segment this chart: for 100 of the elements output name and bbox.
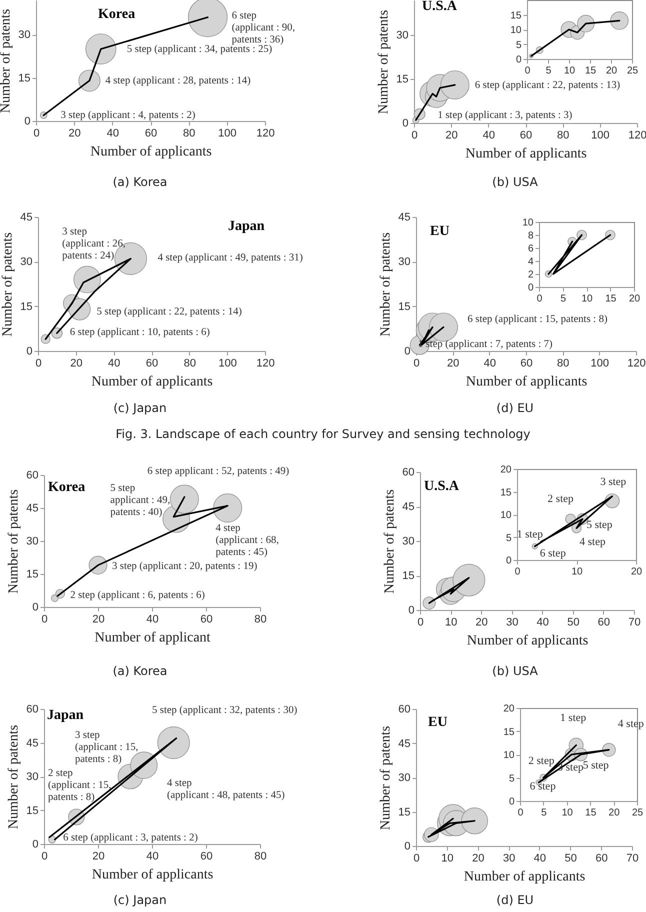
x-tick-label: 40: [106, 128, 119, 140]
y-tick-label: 45: [398, 212, 410, 224]
y-tick-label: 0: [32, 838, 38, 850]
y-tick-label: 5: [508, 773, 515, 784]
annotation: 2 step (applicant : 6, patents : 6): [70, 590, 206, 601]
y-tick-label: 45: [20, 212, 32, 224]
x-tick-label: 60: [200, 614, 213, 626]
x-tick-label: 80: [254, 614, 267, 626]
annotation: 5 step applicant : 49, patents : 40): [110, 483, 170, 518]
y-axis-title: Number of patents: [376, 10, 392, 114]
x-tick-label: 40: [482, 130, 495, 142]
x-axis-title: Number of applicants: [466, 634, 588, 648]
annotation: 6 step (applicant : 22, patents : 13): [474, 80, 621, 91]
y-tick-label: 30: [18, 29, 30, 42]
x-tick-label: 20: [92, 614, 105, 626]
x-axis-title: Number of applicants: [92, 868, 214, 882]
annotation: 3 step (applicant : 4, patents : 2): [60, 110, 196, 122]
annotation: 6 step: [530, 780, 556, 792]
x-tick-label: 5: [546, 66, 552, 76]
y-tick-label: 0: [506, 556, 512, 566]
y-tick-label: 0: [24, 116, 30, 128]
y-tick-label: 5: [506, 532, 512, 544]
chart-title: EU: [428, 715, 448, 730]
chart-title: EU: [430, 224, 450, 239]
y-tick-label: 30: [396, 30, 408, 42]
caption: Fig. 3. Landscape of each country for Survey and sensing technology: [116, 427, 530, 441]
x-tick-label: 100: [591, 130, 610, 142]
x-tick-label: 70: [626, 852, 639, 864]
x-tick-label: 25: [626, 66, 638, 76]
y-tick-label: 0: [404, 840, 410, 852]
text: (c) Japan: [113, 401, 167, 415]
annotation: 6 step (applicant : 90, patents : 36): [232, 10, 296, 46]
y-tick-label: 0: [404, 346, 410, 358]
y-tick-label: 10: [510, 25, 522, 36]
x-tick-label: 120: [256, 128, 275, 140]
y-tick-label: 8: [528, 230, 534, 242]
x-axis-title: Number of applicant: [94, 630, 211, 646]
chart-title: U.S.A: [422, 0, 458, 14]
text: (a) Korea: [112, 175, 168, 189]
x-tick-label: 80: [184, 358, 196, 370]
y-tick-label: 0: [516, 54, 522, 66]
x-tick-label: 20: [68, 128, 81, 140]
y-tick-label: 0: [402, 118, 408, 130]
annotation: 6 step (applicant : 10, patents : 6): [70, 327, 210, 338]
x-tick-label: 40: [146, 614, 159, 626]
y-tick-label: 0: [508, 796, 515, 808]
x-tick-label: 50: [564, 852, 577, 864]
x-axis-title: Number of applicants: [90, 144, 212, 160]
x-tick-label: 60: [146, 358, 158, 370]
x-tick-label: 100: [590, 358, 610, 370]
x-tick-label: 10: [564, 66, 576, 76]
annotation: 2 step: [528, 754, 555, 767]
x-tick-label: 40: [534, 852, 546, 864]
x-tick-label: 50: [567, 616, 580, 628]
x-tick-label: 0: [41, 614, 48, 626]
y-tick-label: 60: [26, 704, 38, 716]
y-tick-label: 2: [528, 270, 534, 280]
x-tick-label: 80: [557, 130, 570, 142]
x-tick-label: 120: [256, 358, 275, 370]
y-tick-label: 60: [26, 470, 38, 482]
y-tick-label: 45: [402, 501, 414, 513]
y-tick-label: 0: [408, 604, 414, 616]
x-tick-label: 5: [541, 808, 548, 818]
y-tick-label: 60: [402, 466, 414, 478]
chart-title: U.S.A: [424, 479, 460, 494]
y-tick-label: 30: [402, 536, 414, 548]
x-tick-label: 15: [585, 808, 597, 818]
x-tick-label: 20: [608, 808, 620, 818]
y-axis-title: Number of patents: [6, 489, 22, 594]
x-tick-label: 0: [417, 616, 424, 628]
y-tick-label: 30: [398, 772, 410, 784]
x-tick-label: 20: [447, 358, 460, 370]
x-tick-label: 15: [584, 66, 596, 76]
chart-title: Korea: [48, 480, 86, 495]
x-tick-label: 20: [628, 294, 640, 304]
y-tick-label: 0: [528, 282, 534, 294]
x-tick-label: 120: [627, 358, 646, 370]
x-tick-label: 0: [41, 850, 48, 862]
text: (d) EU: [496, 893, 534, 907]
x-tick-label: 10: [441, 852, 454, 864]
x-tick-label: 40: [484, 358, 496, 370]
x-axis-title: Number of applicants: [465, 146, 587, 162]
y-tick-label: 45: [398, 738, 410, 750]
annotation: 6 step (applicant : 3, patents : 2): [63, 832, 198, 844]
y-tick-label: 15: [510, 10, 522, 22]
y-tick-label: 6: [528, 244, 534, 254]
annotation: 5 step (applicant : 34, patents : 25): [126, 44, 273, 55]
annotation: 5 step (applicant : 32, patents : 30): [152, 705, 298, 717]
x-axis-title: Number of applicants: [466, 374, 588, 390]
y-tick-label: 15: [396, 74, 408, 86]
x-tick-label: 20: [472, 852, 484, 864]
y-tick-label: 10: [500, 510, 512, 521]
x-tick-label: 40: [536, 616, 549, 628]
x-tick-label: 60: [200, 850, 213, 862]
y-tick-label: 45: [26, 502, 38, 514]
annotation: 4 step: [580, 536, 606, 548]
y-tick-label: 0: [32, 602, 38, 614]
y-axis-title: Number of patents: [6, 724, 22, 830]
y-tick-label: 0: [26, 346, 32, 358]
annotation: 5 step (applicant : 22, patents : 14): [96, 306, 242, 318]
